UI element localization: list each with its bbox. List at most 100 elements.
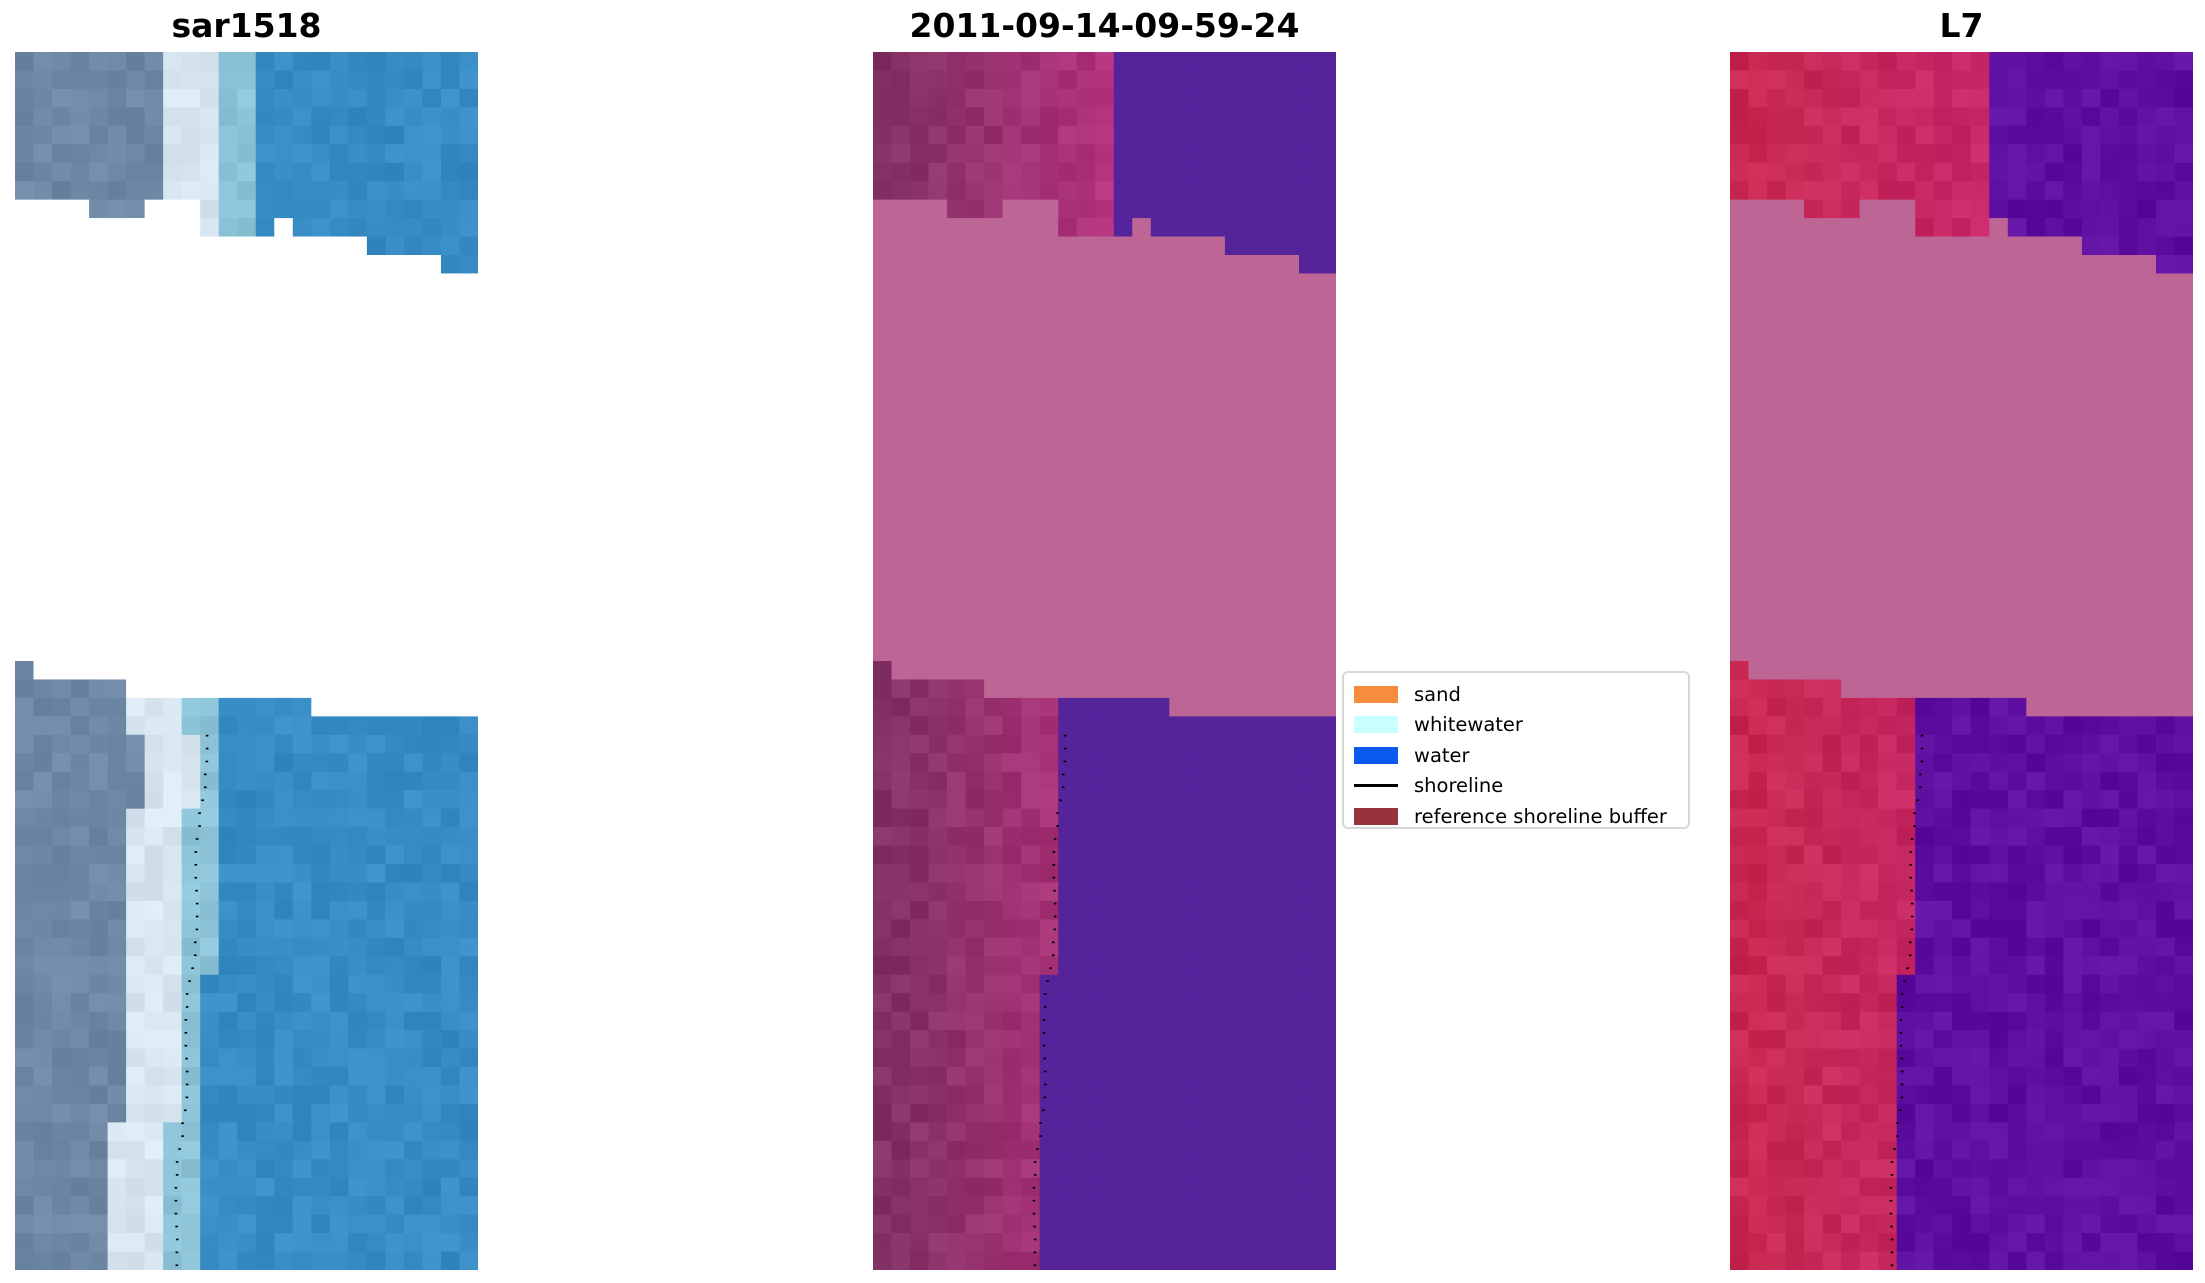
- pixel-cell: [52, 384, 71, 404]
- pixel-cell: [1243, 107, 1263, 127]
- pixel-cell: [237, 273, 257, 293]
- pixel-cell: [2044, 107, 2064, 127]
- pixel-cell: [144, 1011, 164, 1031]
- pixel-cell: [1841, 365, 1861, 385]
- pixel-cell: [1952, 107, 1972, 127]
- pixel-cell: [891, 1214, 911, 1234]
- pixel-cell: [1933, 1011, 1953, 1031]
- pixel-cell: [385, 1159, 405, 1179]
- pixel-cell: [2044, 716, 2064, 736]
- pixel-cell: [1298, 476, 1318, 496]
- pixel-cell: [2007, 1122, 2027, 1142]
- pixel-cell: [1002, 993, 1022, 1013]
- pixel-cell: [2026, 88, 2046, 108]
- pixel-cell: [891, 624, 911, 643]
- pixel-cell: [1002, 218, 1022, 237]
- pixel-cell: [2007, 716, 2027, 736]
- pixel-cell: [1224, 236, 1244, 256]
- pixel-cell: [52, 845, 71, 865]
- pixel-cell: [181, 808, 201, 828]
- shoreline-point: [195, 902, 199, 905]
- pixel-cell: [1970, 900, 1990, 920]
- pixel-cell: [984, 1214, 1004, 1234]
- pixel-cell: [311, 494, 331, 514]
- pixel-cell: [163, 494, 183, 514]
- pixel-cell: [1317, 771, 1336, 791]
- pixel-cell: [1187, 1048, 1207, 1068]
- pixel-cell: [2118, 70, 2138, 90]
- pixel-cell: [1021, 107, 1041, 127]
- pixel-cell: [163, 827, 183, 846]
- pixel-cell: [1822, 827, 1842, 846]
- pixel-cell: [947, 624, 966, 643]
- pixel-cell: [1767, 291, 1786, 311]
- pixel-cell: [440, 753, 460, 773]
- pixel-cell: [1730, 384, 1749, 404]
- pixel-cell: [1095, 236, 1115, 256]
- pixel-cell: [2100, 144, 2120, 164]
- pixel-cell: [1730, 919, 1749, 939]
- pixel-cell: [2044, 624, 2064, 643]
- pixel-cell: [181, 494, 201, 514]
- pixel-cell: [1132, 513, 1152, 533]
- pixel-cell: [459, 88, 478, 108]
- pixel-cell: [1933, 1122, 1953, 1142]
- pixel-cell: [329, 661, 349, 680]
- pixel-cell: [1224, 458, 1244, 477]
- pixel-cell: [2174, 642, 2193, 662]
- pixel-cell: [1224, 107, 1244, 127]
- pixel-cell: [2063, 845, 2083, 865]
- pixel-cell: [1730, 310, 1749, 330]
- pixel-cell: [928, 1067, 948, 1086]
- pixel-cell: [1970, 568, 1990, 588]
- pixel-cell: [348, 181, 368, 201]
- pixel-cell: [1878, 900, 1898, 920]
- pixel-cell: [2137, 218, 2157, 237]
- pixel-cell: [1896, 1085, 1916, 1105]
- pixel-cell: [1021, 605, 1041, 625]
- pixel-cell: [2081, 1196, 2101, 1216]
- pixel-cell: [144, 291, 164, 311]
- pixel-cell: [1150, 347, 1170, 367]
- pixel-cell: [1132, 679, 1152, 699]
- pixel-cell: [891, 236, 911, 256]
- pixel-cell: [2174, 125, 2193, 145]
- pixel-cell: [1113, 458, 1133, 477]
- pixel-cell: [311, 624, 331, 643]
- pixel-cell: [1280, 273, 1300, 293]
- pixel-cell: [2155, 513, 2175, 533]
- pixel-cell: [15, 753, 34, 773]
- pixel-cell: [910, 144, 929, 164]
- pixel-cell: [1113, 624, 1133, 643]
- pixel-cell: [181, 919, 201, 939]
- pixel-cell: [1915, 531, 1935, 551]
- pixel-cell: [928, 642, 948, 662]
- pixel-cell: [891, 347, 911, 367]
- pixel-cell: [1317, 790, 1336, 810]
- pixel-cell: [52, 1011, 71, 1031]
- pixel-cell: [33, 1196, 53, 1216]
- pixel-cell: [144, 587, 164, 607]
- pixel-cell: [1767, 993, 1786, 1013]
- pixel-cell: [1076, 937, 1096, 957]
- pixel-cell: [1767, 1159, 1786, 1179]
- pixel-cell: [965, 1048, 985, 1068]
- pixel-cell: [2137, 421, 2157, 440]
- pixel-cell: [1767, 384, 1786, 404]
- pixel-cell: [891, 199, 911, 219]
- pixel-cell: [1915, 310, 1935, 330]
- pixel-cell: [1298, 974, 1318, 994]
- pixel-cell: [910, 550, 929, 570]
- pixel-cell: [1730, 974, 1749, 994]
- pixel-cell: [984, 52, 1004, 71]
- pixel-cell: [1076, 531, 1096, 551]
- pixel-cell: [1113, 937, 1133, 957]
- pixel-cell: [965, 531, 985, 551]
- pixel-cell: [2007, 291, 2027, 311]
- pixel-cell: [218, 439, 238, 459]
- pixel-cell: [70, 679, 90, 699]
- pixel-cell: [2063, 255, 2083, 274]
- pixel-cell: [15, 107, 34, 127]
- pixel-cell: [891, 734, 911, 754]
- pixel-cell: [1058, 70, 1078, 90]
